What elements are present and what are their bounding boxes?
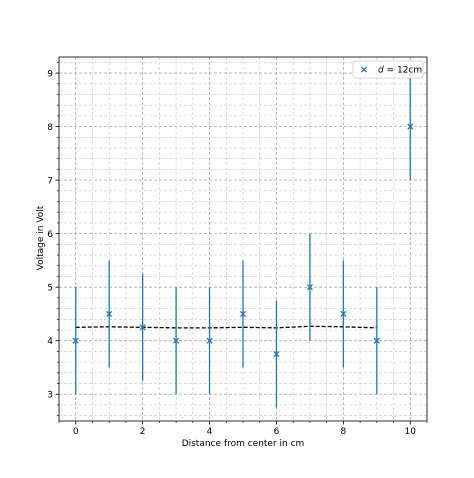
y-tick-label: 4	[47, 337, 53, 347]
x-tick-label: 10	[405, 427, 417, 437]
fit-line	[75, 325, 377, 329]
data-point-marker	[206, 337, 213, 344]
x-axis-label: Distance from center in cm	[182, 439, 305, 449]
data-point-marker	[239, 310, 247, 318]
y-axis-label: Voltage in Volt	[36, 205, 46, 270]
data-point-marker	[106, 310, 113, 318]
data-point-marker	[173, 337, 180, 344]
y-tick-label: 8	[47, 123, 53, 133]
y-tick-label: 3	[47, 390, 53, 400]
x-tick-label: 0	[73, 427, 79, 437]
data-point-marker	[72, 337, 79, 344]
data-point-marker	[373, 337, 380, 344]
marker-stroke	[139, 324, 146, 331]
marker-stroke	[360, 66, 368, 73]
marker-group	[72, 123, 414, 358]
y-tick-label: 6	[47, 230, 53, 240]
marker-stroke	[72, 337, 79, 344]
marker-stroke	[106, 310, 113, 318]
marker-stroke	[306, 284, 313, 291]
data-point-marker	[407, 123, 414, 130]
legend-label: d = 12cm	[378, 66, 422, 76]
marker-stroke	[173, 337, 180, 344]
legend: d = 12cm	[352, 60, 424, 79]
x-tick-label: 2	[140, 427, 146, 437]
data-point-marker	[306, 284, 313, 291]
data-point-marker	[340, 310, 347, 318]
y-tick-label: 5	[47, 283, 53, 293]
x-tick-label: 6	[274, 427, 280, 437]
data-point-marker	[139, 324, 146, 331]
y-axis-ticks: 3 4 5 6 7 8 9	[47, 62, 59, 416]
data-point-marker	[273, 351, 280, 358]
marker-stroke	[206, 337, 213, 344]
x-tick-label: 8	[340, 427, 346, 437]
marker-stroke	[340, 310, 347, 318]
legend-box	[352, 60, 424, 79]
marker-stroke	[273, 351, 280, 358]
marker-stroke	[239, 310, 247, 318]
fit-line-group	[75, 325, 377, 329]
x-axis-ticks: 0 2 4 6 8 10	[58, 421, 428, 437]
y-tick-label: 9	[47, 69, 53, 79]
marker-stroke	[407, 123, 414, 130]
x-tick-label: 4	[207, 427, 213, 437]
legend-label-var: d	[378, 66, 384, 76]
legend-marker	[360, 66, 368, 73]
legend-label-rest: = 12cm	[384, 66, 422, 76]
marker-stroke	[373, 337, 380, 344]
legend-x-marker	[360, 66, 368, 73]
y-tick-label: 7	[47, 176, 53, 186]
